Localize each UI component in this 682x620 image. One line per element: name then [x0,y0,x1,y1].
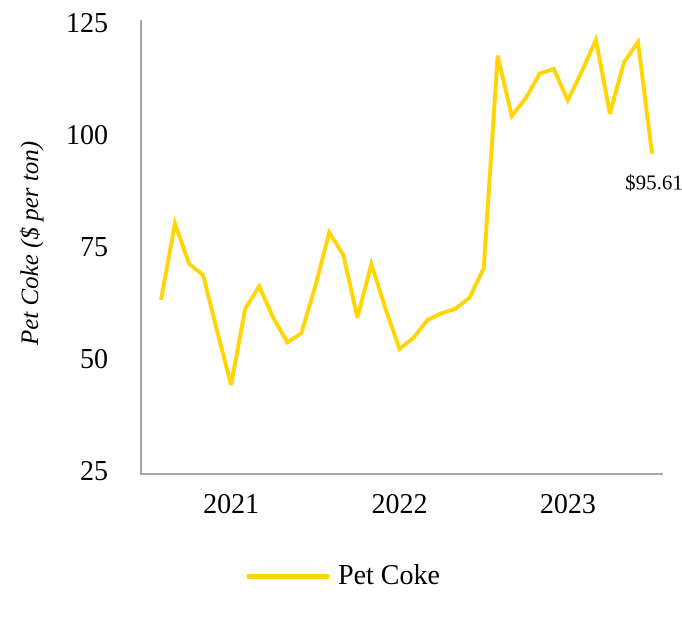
y-tick-label: 75 [80,232,108,263]
y-tick-label: 25 [80,456,108,487]
y-tick-label: 100 [66,120,108,151]
value-annotation: $95.61 [625,171,682,195]
pet-coke-line [159,33,654,386]
legend-label: Pet Coke [338,560,440,591]
legend-line-swatch [247,573,329,579]
x-tick-label: 2023 [540,489,596,520]
y-tick-label: 50 [80,344,108,375]
legend: Pet Coke [247,561,440,591]
y-tick-label: 125 [66,8,108,39]
y-axis-title: Pet Coke ($ per ton) [17,140,44,346]
x-tick-label: 2021 [203,489,259,520]
x-tick-label: 2022 [371,489,427,520]
